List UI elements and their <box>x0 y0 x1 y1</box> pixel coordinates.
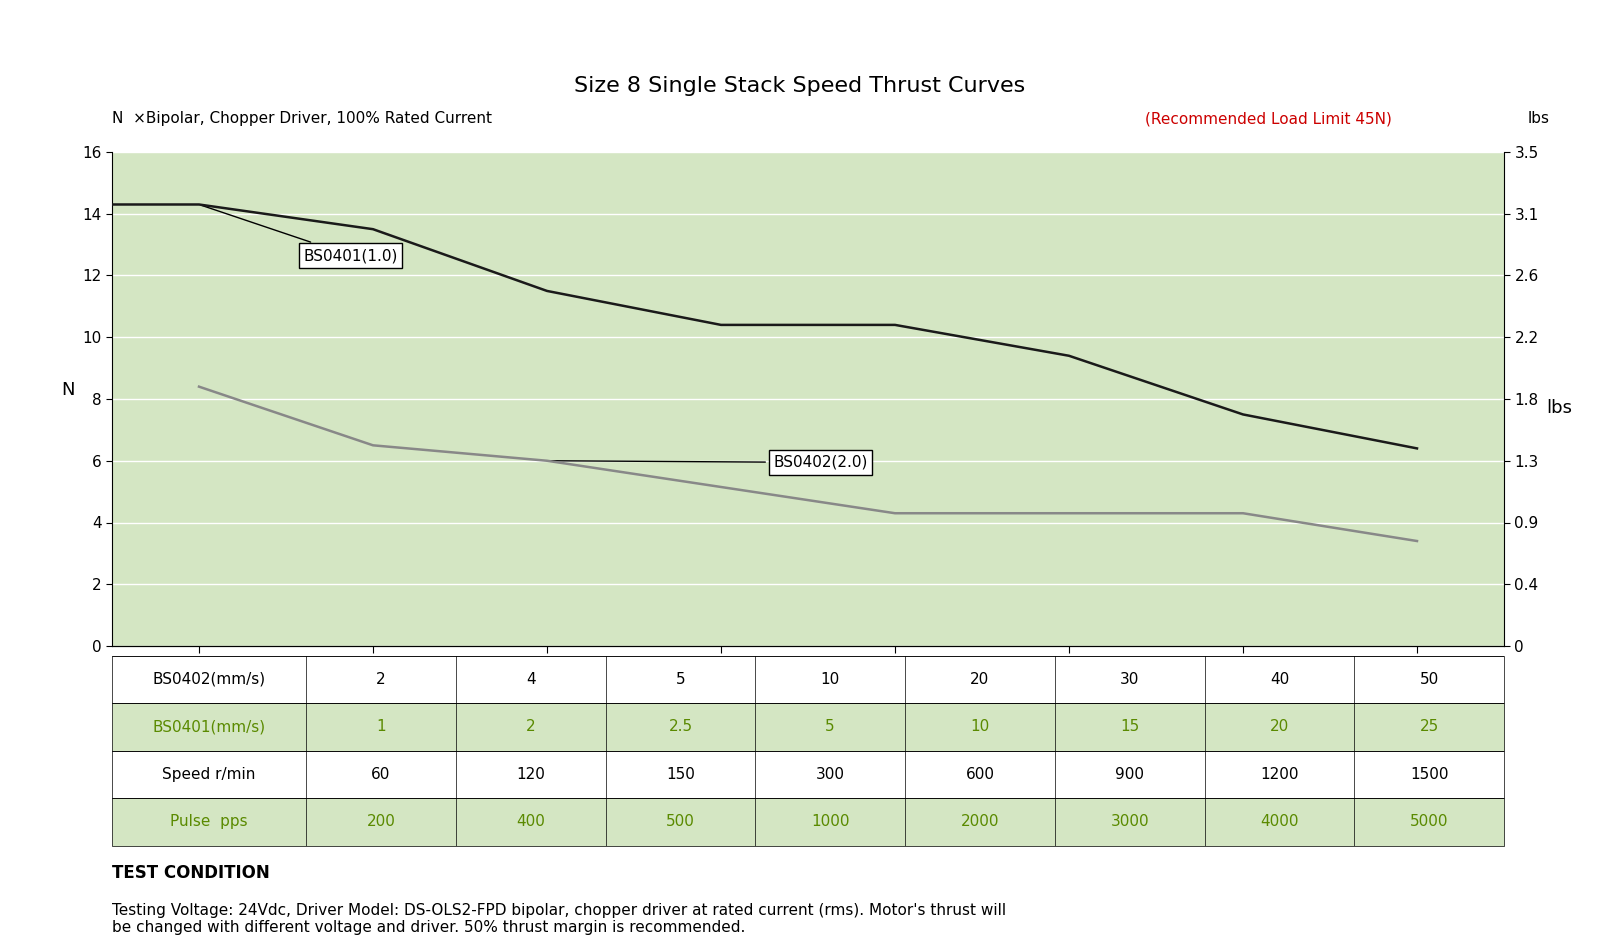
Text: 300: 300 <box>816 767 845 782</box>
Text: 20: 20 <box>1270 719 1290 734</box>
Text: 60: 60 <box>371 767 390 782</box>
Text: 2: 2 <box>526 719 536 734</box>
Text: Size 8 Single Stack Speed Thrust Curves: Size 8 Single Stack Speed Thrust Curves <box>574 75 1026 96</box>
Text: 1000: 1000 <box>811 814 850 829</box>
Text: BS0402(mm/s): BS0402(mm/s) <box>152 672 266 687</box>
Text: 1500: 1500 <box>1410 767 1448 782</box>
Text: 200: 200 <box>366 814 395 829</box>
Text: 40: 40 <box>1270 672 1290 687</box>
Text: 5: 5 <box>826 719 835 734</box>
Text: 10: 10 <box>821 672 840 687</box>
Text: lbs: lbs <box>1528 111 1550 126</box>
Text: 2.5: 2.5 <box>669 719 693 734</box>
Text: 400: 400 <box>517 814 546 829</box>
Text: 10: 10 <box>970 719 989 734</box>
Text: BS0401(1.0): BS0401(1.0) <box>202 205 398 263</box>
Text: 50: 50 <box>1419 672 1438 687</box>
Y-axis label: N: N <box>61 381 75 399</box>
Text: 4000: 4000 <box>1261 814 1299 829</box>
Text: 20: 20 <box>970 672 989 687</box>
Text: Pulse  pps: Pulse pps <box>170 814 248 829</box>
Text: BS0402(2.0): BS0402(2.0) <box>550 455 867 470</box>
Text: 500: 500 <box>666 814 694 829</box>
Text: 900: 900 <box>1115 767 1144 782</box>
Text: 2: 2 <box>376 672 386 687</box>
Text: BS0401(mm/s): BS0401(mm/s) <box>152 719 266 734</box>
Text: 150: 150 <box>666 767 694 782</box>
Text: Testing Voltage: 24Vdc, Driver Model: DS-OLS2-FPD bipolar, chopper driver at rat: Testing Voltage: 24Vdc, Driver Model: DS… <box>112 902 1006 935</box>
FancyBboxPatch shape <box>112 656 1504 703</box>
FancyBboxPatch shape <box>112 703 1504 750</box>
Text: 2000: 2000 <box>960 814 998 829</box>
Text: 5: 5 <box>675 672 685 687</box>
Text: 600: 600 <box>965 767 995 782</box>
Text: (Recommended Load Limit 45N): (Recommended Load Limit 45N) <box>1146 111 1392 126</box>
Y-axis label: lbs: lbs <box>1547 399 1573 417</box>
Text: 1200: 1200 <box>1261 767 1299 782</box>
Text: 3000: 3000 <box>1110 814 1149 829</box>
Text: Speed r/min: Speed r/min <box>162 767 256 782</box>
Text: 30: 30 <box>1120 672 1139 687</box>
Text: TEST CONDITION: TEST CONDITION <box>112 864 270 883</box>
FancyBboxPatch shape <box>112 750 1504 798</box>
Text: 5000: 5000 <box>1410 814 1448 829</box>
Text: 4: 4 <box>526 672 536 687</box>
Text: 15: 15 <box>1120 719 1139 734</box>
Text: 1: 1 <box>376 719 386 734</box>
Text: 25: 25 <box>1419 719 1438 734</box>
FancyBboxPatch shape <box>112 798 1504 846</box>
Text: N  ×Bipolar, Chopper Driver, 100% Rated Current: N ×Bipolar, Chopper Driver, 100% Rated C… <box>112 111 493 126</box>
Text: 120: 120 <box>517 767 546 782</box>
